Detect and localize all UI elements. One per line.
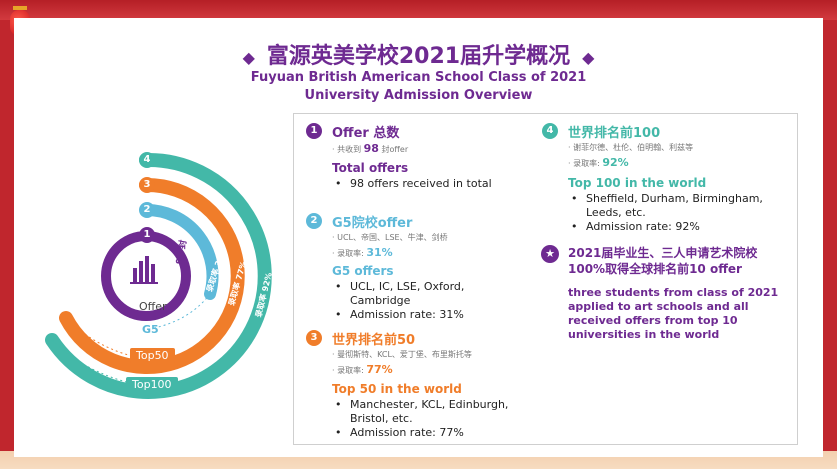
section-top100-title-en: Top 100 in the world xyxy=(568,176,707,190)
section-top100-badge: 4 xyxy=(542,123,558,139)
section-g5-title-cn: G5院校offer xyxy=(332,216,413,231)
section-g5-title-en: G5 offers xyxy=(332,264,394,278)
top50-ring xyxy=(59,177,245,374)
offer-label: Offer xyxy=(139,300,167,313)
top100-arrow xyxy=(51,339,135,385)
section-top100-schools-cn: · 谢菲尔德、杜伦、伯明翰、利兹等 xyxy=(568,143,694,152)
top-frame xyxy=(0,0,837,20)
section-g5-badge: 2 xyxy=(306,213,322,229)
bar-chart-icon xyxy=(130,256,158,284)
top50-badge: 3 xyxy=(139,177,155,193)
list-item: 98 offers received in total xyxy=(332,177,532,191)
details-panel: 1 Offer 总数 · 共收到 98 封offer Total offers … xyxy=(293,113,798,445)
section-art-desc-en: three students from class of 2021 applie… xyxy=(568,286,779,341)
section-top50-schools-cn: · 曼彻斯特、KCL、爱丁堡、布里斯托等 xyxy=(332,350,472,359)
top100-ring xyxy=(45,152,272,399)
g5-badge: 2 xyxy=(139,202,155,218)
section-top50-bullets: Manchester, KCL, Edinburgh, Bristol, etc… xyxy=(332,398,532,440)
section-art-title-cn-line1: 2021届毕业生、三人申请艺术院校 xyxy=(568,246,758,260)
list-item: UCL, IC, LSE, Oxford, Cambridge xyxy=(332,280,507,308)
g5-ring xyxy=(140,203,219,300)
diamond-icon: ◆ xyxy=(242,48,255,67)
diamond-icon: ◆ xyxy=(582,48,595,67)
section-g5-bullets: UCL, IC, LSE, Oxford, Cambridge Admissio… xyxy=(332,280,507,322)
top100-label-badge: Top100 xyxy=(126,377,178,392)
section-top100-bullets: Sheffield, Durham, Birmingham, Leeds, et… xyxy=(568,192,783,234)
list-item: Admission rate: 31% xyxy=(332,308,507,322)
section-top50-rate-cn: · 录取率: 77% xyxy=(332,363,393,376)
slide: ◆ 富源英美学校2021届升学概况 ◆ Fuyuan British America… xyxy=(14,18,823,457)
section-top100-title-cn: 世界排名前100 xyxy=(568,126,661,141)
star-icon: ★ xyxy=(541,245,559,263)
list-item: Admission rate: 92% xyxy=(568,220,783,234)
subtitle-line-2: University Admission Overview xyxy=(304,88,533,103)
section-top50-badge: 3 xyxy=(306,330,322,346)
section-top50-title-cn: 世界排名前50 xyxy=(332,333,416,348)
title-row: ◆ 富源英美学校2021届升学概况 ◆ xyxy=(14,38,823,70)
section-offer-title-cn: Offer 总数 xyxy=(332,126,400,141)
section-offer-bullets: 98 offers received in total xyxy=(332,177,532,191)
section-g5-schools-cn: · UCL、帝国、LSE、牛津、剑桥 xyxy=(332,233,448,242)
top50-label-badge: Top50 xyxy=(130,348,175,363)
offer-badge: 1 xyxy=(139,227,155,243)
section-top50-title-en: Top 50 in the world xyxy=(332,382,462,396)
section-top100-rate-cn: · 录取率: 92% xyxy=(568,156,629,169)
section-g5-rate-cn: · 录取率: 31% xyxy=(332,246,393,259)
section-art-title-cn: 2021届毕业生、三人申请艺术院校 100%取得全球排名前10 offer xyxy=(568,245,793,277)
subtitle-line-1: Fuyuan British American School Class of … xyxy=(250,70,587,85)
section-offer-badge: 1 xyxy=(306,123,322,139)
list-item: Sheffield, Durham, Birmingham, Leeds, et… xyxy=(568,192,783,220)
top100-badge: 4 xyxy=(139,152,155,168)
g5-arrow xyxy=(153,293,211,329)
section-art-title-cn-line2: 100%取得全球排名前10 offer xyxy=(568,262,742,276)
page-title: 富源英美学校2021届升学概况 xyxy=(266,44,571,69)
list-item: Admission rate: 77% xyxy=(332,426,532,440)
list-item: Manchester, KCL, Edinburgh, Bristol, etc… xyxy=(332,398,532,426)
section-offer-title-en: Total offers xyxy=(332,161,409,175)
section-offer-subline: · 共收到 98 封offer xyxy=(332,142,409,155)
g5-label: G5 xyxy=(142,323,159,336)
